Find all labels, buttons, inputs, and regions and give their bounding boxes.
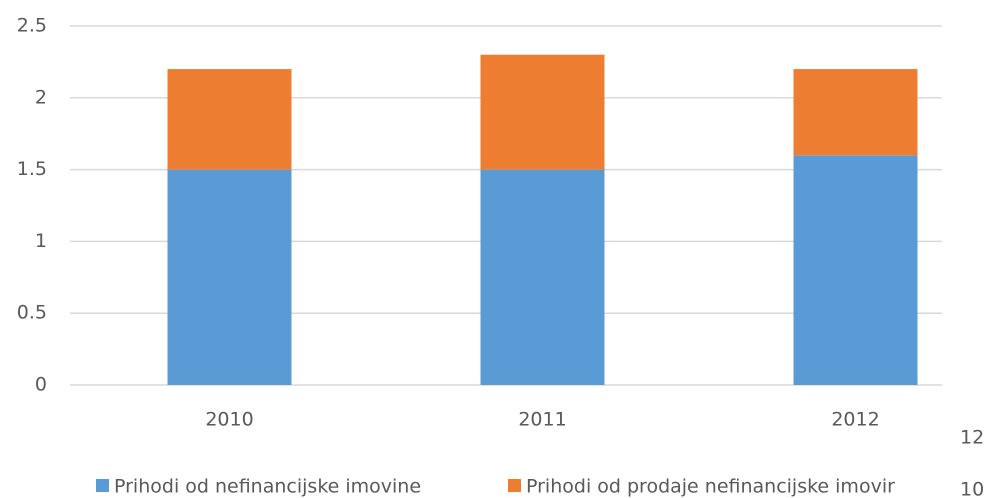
y-tick-label: 0 bbox=[35, 374, 47, 396]
y-tick-label: 2.5 bbox=[17, 15, 47, 37]
annotation: 10 bbox=[960, 479, 984, 498]
legend-label: Prihodi od nefinancijske imovine bbox=[114, 476, 421, 498]
bar bbox=[167, 169, 292, 385]
y-tick-label: 0.5 bbox=[17, 302, 47, 324]
annotation: 12 bbox=[960, 427, 984, 449]
y-tick-label: 1 bbox=[35, 230, 47, 252]
bar bbox=[167, 69, 292, 170]
legend-swatch bbox=[96, 479, 109, 492]
legend-swatch bbox=[508, 479, 521, 492]
y-tick-label: 2 bbox=[35, 86, 47, 108]
bar bbox=[480, 169, 605, 385]
x-tick-label: 2010 bbox=[205, 409, 253, 431]
y-tick-label: 1.5 bbox=[17, 158, 47, 180]
legend-label: Prihodi od prodaje nefinancijske imovir bbox=[526, 476, 895, 498]
bar bbox=[793, 69, 918, 156]
x-tick-label: 2012 bbox=[831, 409, 879, 431]
x-tick-label: 2011 bbox=[518, 409, 566, 431]
bar bbox=[793, 155, 918, 385]
bar bbox=[480, 54, 605, 170]
